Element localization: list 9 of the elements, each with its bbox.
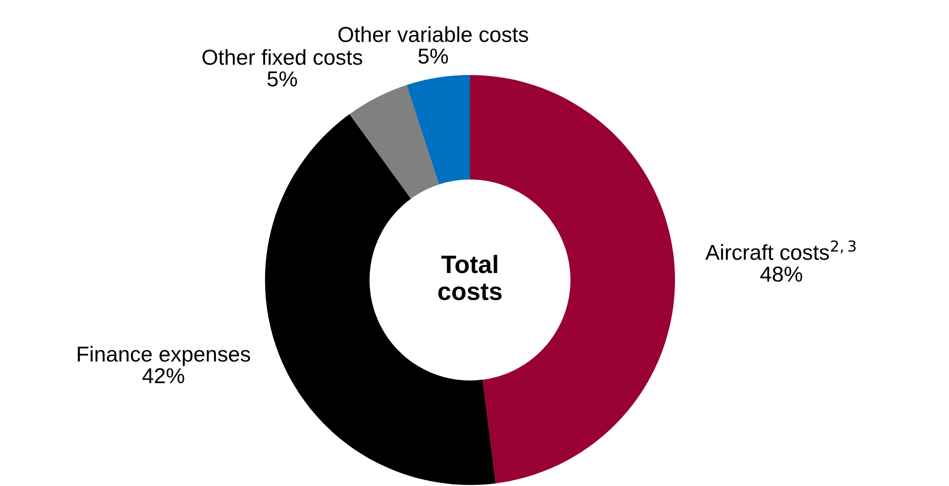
slice-label: Other fixed costs: [202, 49, 362, 65]
text: Total costs: [438, 254, 502, 300]
data-label: 5%: [268, 71, 298, 87]
slice-label: Other variable costs: [338, 26, 528, 42]
data-label: 48%: [760, 266, 802, 282]
slice-label: Aircraft costs$^{2,3}$: [705, 240, 856, 260]
data-label: 42%: [142, 368, 184, 384]
slice-label: Finance expenses: [78, 346, 250, 366]
data-label: 5%: [418, 48, 448, 64]
